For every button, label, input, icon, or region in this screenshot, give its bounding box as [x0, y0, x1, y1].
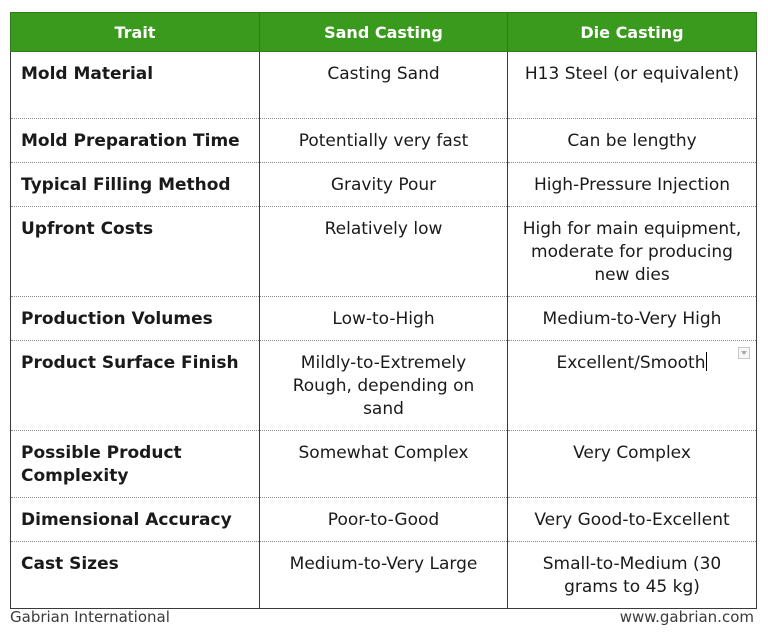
trait-cell[interactable]: Product Surface Finish	[10, 340, 260, 431]
die-casting-cell[interactable]: Small-to-Medium (30 grams to 45 kg)	[507, 541, 757, 609]
header-die-casting: Die Casting	[507, 12, 757, 52]
table-row: Mold Material Casting Sand H13 Steel (or…	[10, 51, 757, 119]
footer-website: www.gabrian.com	[619, 608, 754, 626]
header-row: Trait Sand Casting Die Casting	[10, 12, 757, 52]
cell-dropdown-icon[interactable]	[738, 347, 750, 359]
sand-casting-cell[interactable]: Mildly-to-Extremely Rough, depending on …	[259, 340, 508, 431]
trait-cell[interactable]: Mold Material	[10, 51, 260, 119]
table-row: Upfront Costs Relatively low High for ma…	[10, 206, 757, 297]
header-sand-casting: Sand Casting	[259, 12, 508, 52]
sand-casting-cell[interactable]: Relatively low	[259, 206, 508, 297]
table-row: Cast Sizes Medium-to-Very Large Small-to…	[10, 541, 757, 609]
trait-cell[interactable]: Possible Product Complexity	[10, 430, 260, 498]
trait-cell[interactable]: Upfront Costs	[10, 206, 260, 297]
die-casting-cell[interactable]: H13 Steel (or equivalent)	[507, 51, 757, 119]
sand-casting-cell[interactable]: Low-to-High	[259, 296, 508, 341]
sand-casting-cell[interactable]: Somewhat Complex	[259, 430, 508, 498]
die-casting-cell-active[interactable]: Excellent/Smooth	[507, 340, 757, 431]
die-casting-cell[interactable]: High-Pressure Injection	[507, 162, 757, 207]
table-row: Dimensional Accuracy Poor-to-Good Very G…	[10, 497, 757, 542]
die-casting-cell[interactable]: Very Good-to-Excellent	[507, 497, 757, 542]
trait-cell[interactable]: Production Volumes	[10, 296, 260, 341]
trait-cell[interactable]: Mold Preparation Time	[10, 118, 260, 163]
die-casting-cell[interactable]: Can be lengthy	[507, 118, 757, 163]
table-row: Production Volumes Low-to-High Medium-to…	[10, 296, 757, 341]
trait-cell[interactable]: Dimensional Accuracy	[10, 497, 260, 542]
sand-casting-cell[interactable]: Gravity Pour	[259, 162, 508, 207]
trait-cell[interactable]: Typical Filling Method	[10, 162, 260, 207]
table-row: Mold Preparation Time Potentially very f…	[10, 118, 757, 163]
die-casting-cell[interactable]: High for main equipment, moderate for pr…	[507, 206, 757, 297]
table-row: Product Surface Finish Mildly-to-Extreme…	[10, 340, 757, 431]
trait-cell[interactable]: Cast Sizes	[10, 541, 260, 609]
sand-casting-cell[interactable]: Casting Sand	[259, 51, 508, 119]
sand-casting-cell[interactable]: Potentially very fast	[259, 118, 508, 163]
sand-casting-cell[interactable]: Poor-to-Good	[259, 497, 508, 542]
text-cursor	[706, 352, 708, 371]
header-trait: Trait	[10, 12, 260, 52]
table-row: Possible Product Complexity Somewhat Com…	[10, 430, 757, 498]
footer-company-name: Gabrian International	[10, 608, 170, 626]
active-cell-text: Excellent/Smooth	[556, 353, 706, 373]
sand-casting-cell[interactable]: Medium-to-Very Large	[259, 541, 508, 609]
table-row: Typical Filling Method Gravity Pour High…	[10, 162, 757, 207]
die-casting-cell[interactable]: Medium-to-Very High	[507, 296, 757, 341]
comparison-table: Trait Sand Casting Die Casting Mold Mate…	[10, 12, 757, 609]
die-casting-cell[interactable]: Very Complex	[507, 430, 757, 498]
